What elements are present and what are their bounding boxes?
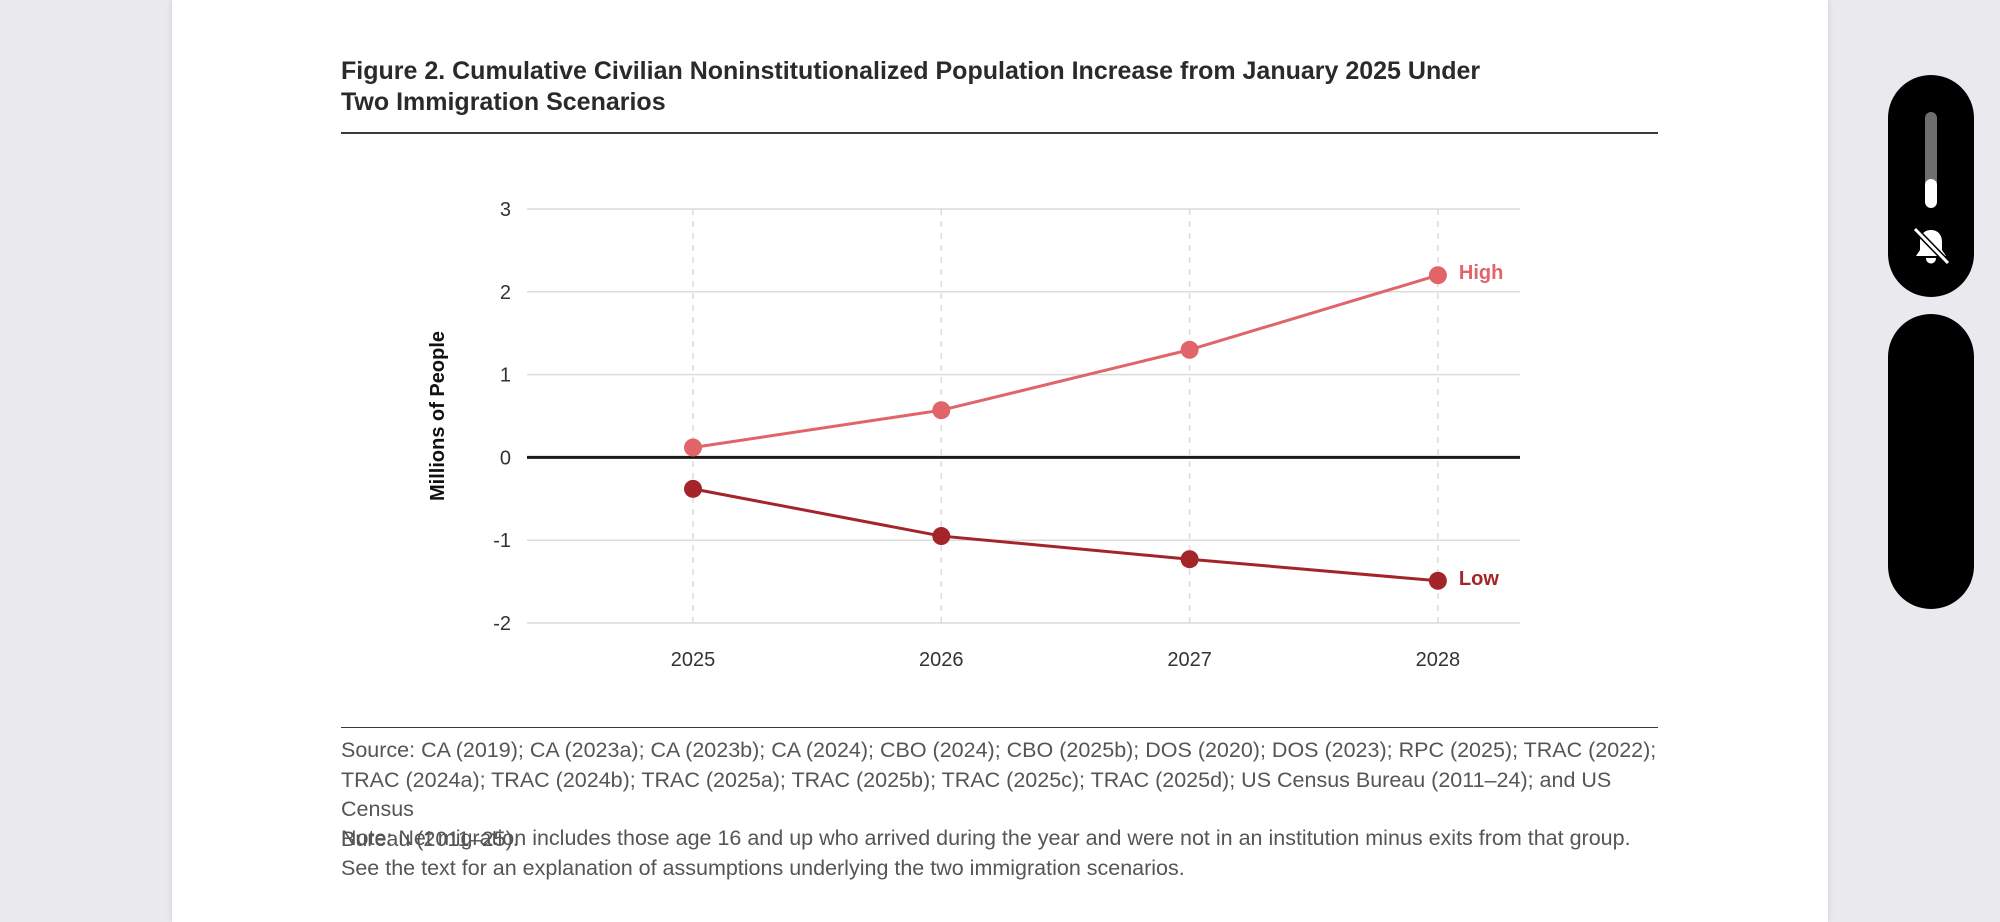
figure-title: Figure 2. Cumulative Civilian Noninstitu…	[341, 56, 1661, 118]
side-button-panel[interactable]	[1888, 314, 1974, 609]
volume-level-fill	[1925, 179, 1937, 208]
data-point-low	[1180, 550, 1199, 569]
y-tick-label: -2	[493, 613, 511, 635]
figure-title-line-2: Two Immigration Scenarios	[341, 88, 666, 116]
document-page	[172, 0, 1828, 922]
volume-control-panel[interactable]	[1888, 75, 1974, 297]
data-point-high	[684, 438, 702, 457]
y-tick-label: -1	[493, 530, 511, 552]
note-line-2: See the text for an explanation of assum…	[341, 855, 1185, 880]
bell-slash-icon[interactable]	[1910, 225, 1952, 267]
figure-title-line-1: Figure 2. Cumulative Civilian Noninstitu…	[341, 57, 1481, 85]
series-label-high: High	[1459, 262, 1503, 284]
series-line-high	[692, 273, 1439, 449]
y-tick-label: 0	[500, 447, 511, 469]
y-tick-label: 2	[500, 282, 511, 304]
series-label-low: Low	[1459, 568, 1499, 590]
series-line-low	[692, 487, 1439, 583]
y-tick-label: 3	[500, 199, 511, 221]
y-tick-label: 1	[500, 365, 511, 387]
note-text: Note: Net migration includes those age 1…	[341, 824, 1661, 883]
source-line-2: TRAC (2024a); TRAC (2024b); TRAC (2025a)…	[341, 767, 1612, 822]
x-tick-label: 2027	[1167, 649, 1212, 671]
data-point-high	[932, 401, 951, 420]
y-axis-label: Millions of People	[427, 331, 449, 501]
data-point-high	[1180, 340, 1199, 359]
x-tick-label: 2028	[1416, 649, 1461, 671]
x-tick-label: 2025	[671, 649, 716, 671]
line-chart: 3 2 1 0 -1 -2 2025 2026 2027 2028 Millions of Peop…	[427, 199, 1520, 671]
data-point-high	[1428, 266, 1447, 285]
x-tick-label: 2026	[919, 649, 964, 671]
volume-slider[interactable]	[1925, 112, 1937, 208]
source-line-3: Bureau (2011–25).	[341, 826, 519, 851]
data-point-low	[684, 479, 702, 498]
data-point-low	[1428, 571, 1447, 590]
source-line-1: Source: CA (2019); CA (2023a); CA (2023b…	[341, 738, 1657, 762]
data-point-low	[932, 527, 951, 546]
note-line-1: Note: Net migration includes those age 1…	[341, 826, 1631, 850]
footer-divider	[341, 727, 1658, 728]
source-text: Source: CA (2019); CA (2023a); CA (2023b…	[341, 736, 1661, 854]
title-divider	[341, 132, 1658, 134]
